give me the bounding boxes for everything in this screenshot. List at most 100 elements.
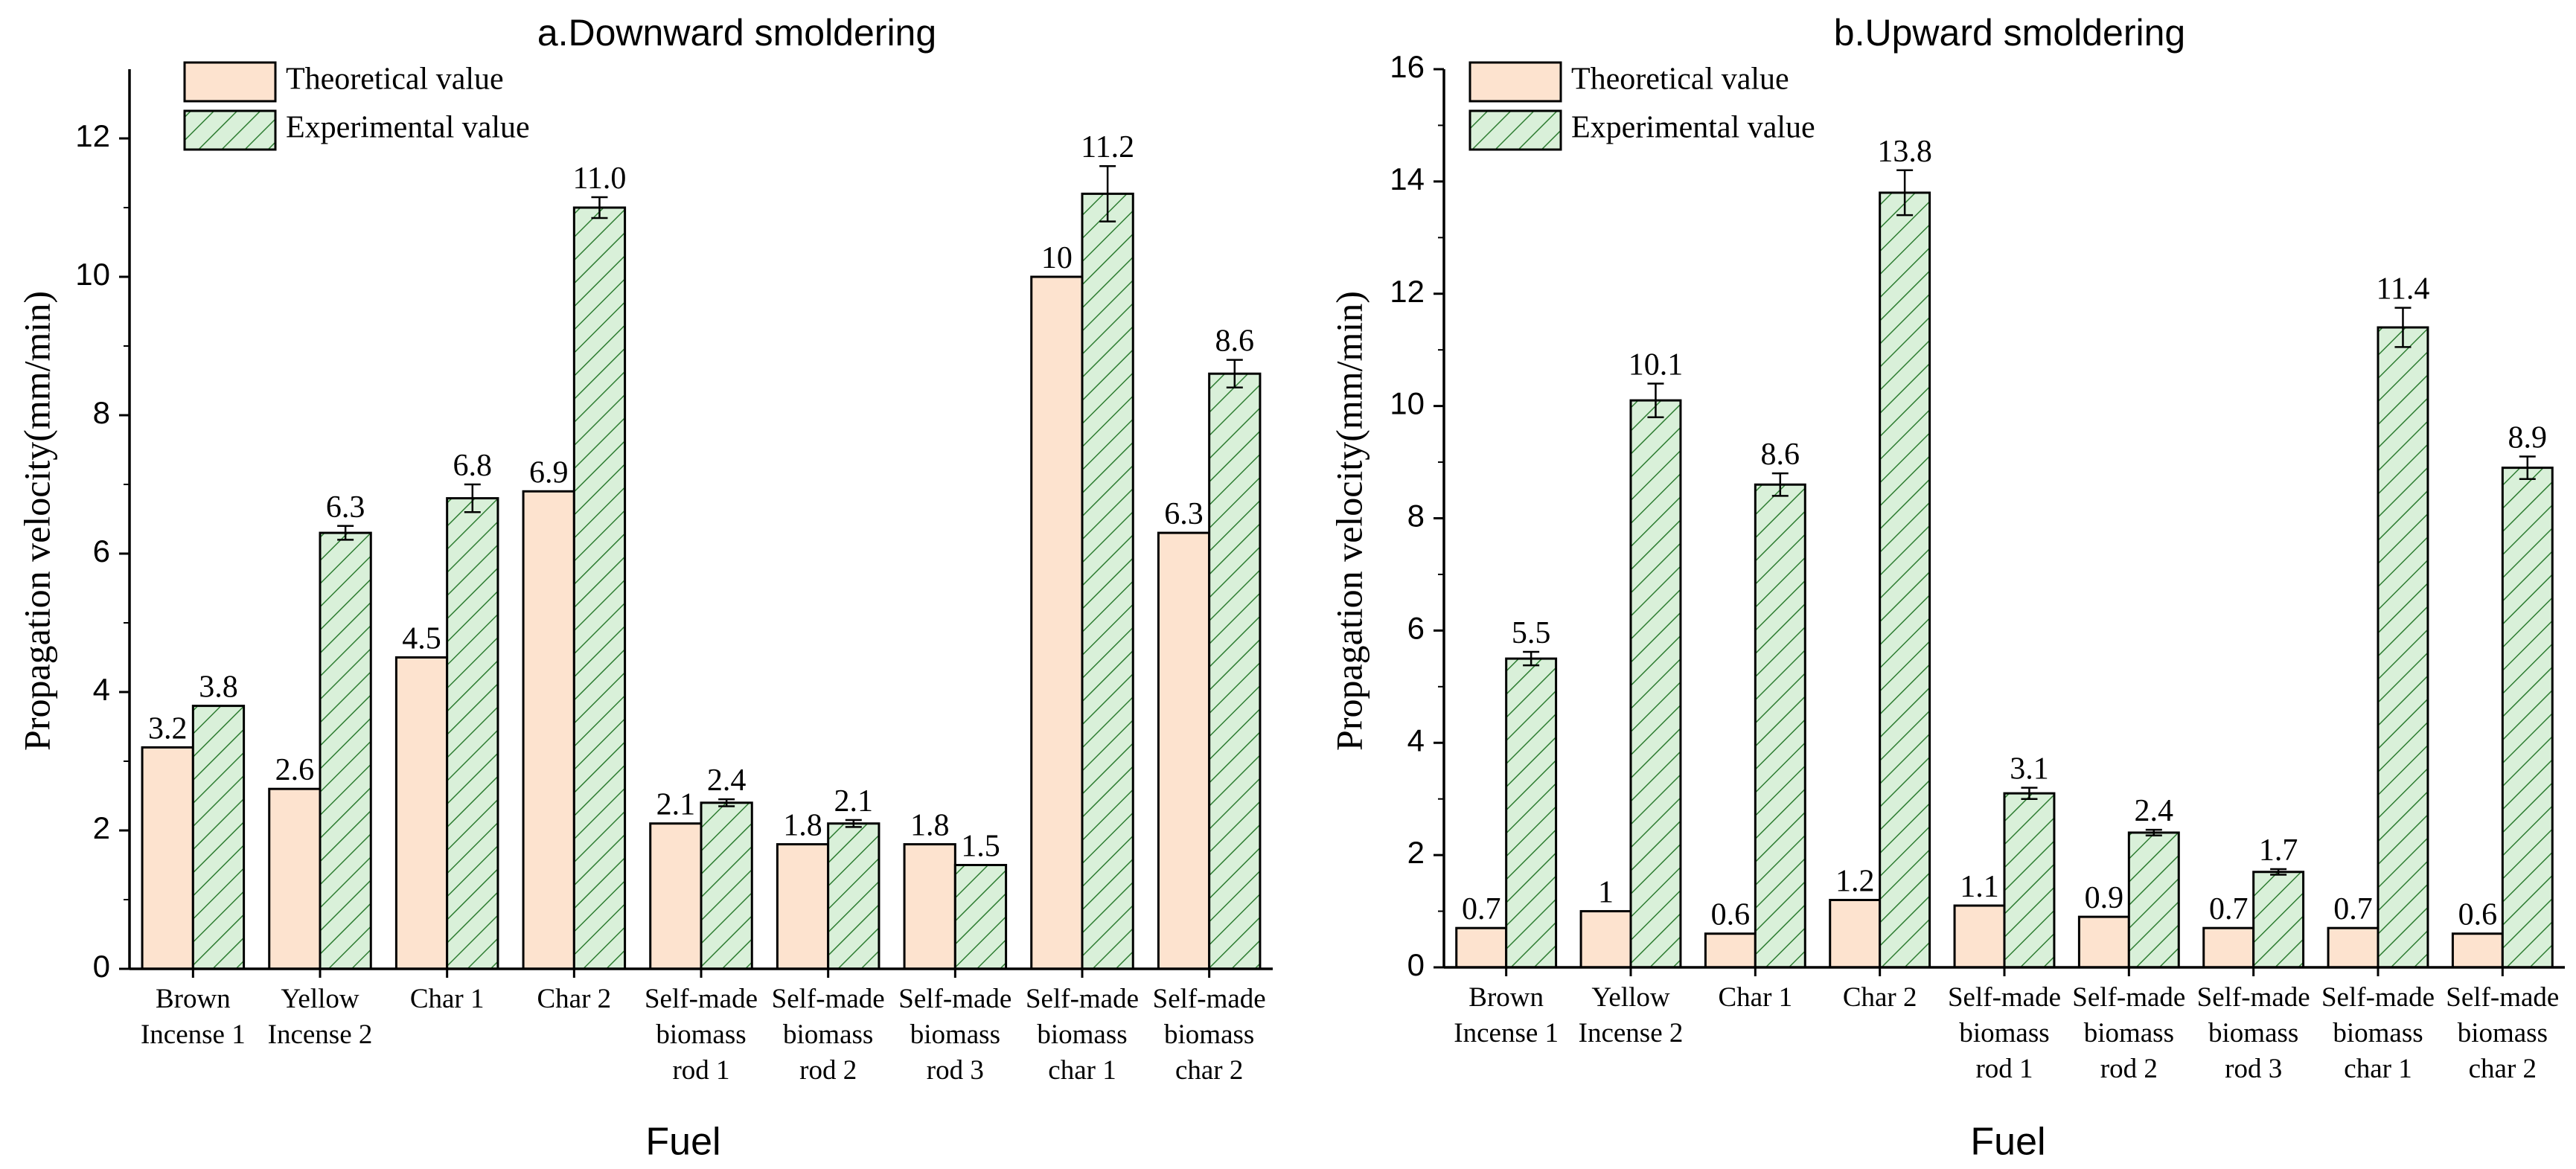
chart-b-x-tick-label: Self-made [2446, 982, 2559, 1013]
chart-b-data-label: 0.7 [2209, 892, 2249, 926]
chart-b-bar-experimental [2003, 792, 2056, 969]
chart-a-data-label: 1.8 [783, 809, 822, 843]
chart-b-bar-theoretical [2451, 932, 2504, 969]
chart-a-bar-theoretical [649, 822, 703, 970]
chart-b-y-axis-label: Propagation velocity(mm/min) [1328, 291, 1370, 751]
chart-b-bar-theoretical [1579, 910, 1632, 969]
chart-b-x-tick-label: Self-made [2197, 982, 2310, 1013]
chart-b-legend-swatch-theoretical [1468, 61, 1562, 103]
chart-a-x-tick-label: rod 2 [799, 1055, 857, 1086]
chart-b-y-tick-label: 12 [1390, 274, 1425, 309]
chart-a-legend: Theoretical value Experimental value [183, 61, 530, 151]
chart-a-y-tick-label: 10 [75, 257, 110, 292]
chart-b-category-group: 1.2 13.8 Char 2 [1829, 135, 1932, 1013]
chart-b-bar-experimental [2377, 326, 2429, 969]
chart-b-x-tick-label: biomass [2458, 1018, 2548, 1048]
chart-b-category-group: 0.6 8.9 Self-made biomass char 2 [2446, 421, 2559, 1084]
chart-b-x-tick-label: biomass [2333, 1018, 2423, 1048]
chart-a-x-axis-label: Fuel [645, 1121, 720, 1164]
chart-b-data-label: 0.6 [1711, 898, 1751, 932]
chart-b-category-group: 0.6 8.6 Char 1 [1704, 438, 1806, 1013]
chart-a-y-tick-label: 0 [93, 949, 110, 984]
chart-a-y-tick-label: 2 [93, 810, 110, 845]
chart-a-x-tick-label: Yellow [281, 984, 359, 1014]
chart-a-x-tick-label: rod 1 [672, 1055, 729, 1086]
chart-b-data-label: 1 [1598, 876, 1614, 910]
chart-b-data-label: 0.9 [2085, 881, 2124, 915]
chart-a-x-tick-label: Incense 2 [268, 1019, 373, 1050]
chart-a-legend-swatch-experimental [183, 109, 277, 151]
chart-a-bar-experimental [572, 206, 627, 970]
chart-b-x-tick-label: Char 1 [1718, 982, 1792, 1013]
chart-b-bar-experimental [1629, 399, 1682, 969]
chart-a-x-tick-label: Brown [156, 984, 231, 1014]
chart-a-bar-theoretical [394, 656, 449, 970]
chart-a-x-tick-label: biomass [1164, 1019, 1254, 1050]
chart-b-x-tick-label: Self-made [2072, 982, 2185, 1013]
chart-b-x-tick-label: biomass [1959, 1018, 2049, 1048]
chart-a-bar-experimental [1208, 372, 1262, 970]
chart-b-bar-experimental [2501, 467, 2554, 969]
chart-b-bar-experimental [2252, 871, 2305, 969]
chart-a-data-label: 11.0 [572, 161, 626, 196]
chart-a-x-tick-label: Self-made [1153, 984, 1266, 1014]
chart-a-category-group: 1.8 1.5 Self-made biomass rod 3 [898, 809, 1011, 1086]
chart-b-bar-theoretical [1704, 932, 1757, 969]
chart-a-bar-experimental [953, 864, 1008, 970]
chart-a-category-group: 3.2 3.8 Brown Incense 1 [141, 670, 246, 1050]
chart-a-x-tick-label: Self-made [898, 984, 1011, 1014]
chart-b-data-label: 2.4 [2135, 794, 2174, 828]
chart-a-y-tick-label: 6 [93, 534, 110, 569]
chart-a-bar-theoretical [776, 843, 830, 970]
chart-b-x-tick-label: Self-made [2321, 982, 2435, 1013]
chart-a-data-label: 11.2 [1081, 130, 1134, 164]
chart-b-legend: Theoretical value Experimental value [1468, 61, 1815, 151]
chart-b-data-label: 8.6 [1761, 438, 1800, 472]
chart-a-bar-experimental [191, 705, 246, 970]
chart-a-x-tick-label: Incense 1 [141, 1019, 246, 1050]
chart-a-data-label: 6.9 [529, 455, 569, 490]
chart-b-legend-label-experimental: Experimental value [1571, 111, 1815, 145]
chart-b-category-group: 0.7 5.5 Brown Incense 1 [1454, 616, 1559, 1048]
chart-upward-smoldering: b.Upward smoldering Propagation velocity(… [1328, 12, 2565, 1164]
chart-b-bar-theoretical [1455, 926, 1508, 969]
chart-b-title: b.Upward smoldering [1834, 12, 2185, 54]
chart-a-data-label: 2.6 [275, 753, 315, 787]
chart-b-y-tick-label: 2 [1407, 835, 1425, 870]
chart-b-x-tick-label: biomass [2208, 1018, 2298, 1048]
chart-b-category-group: 0.7 1.7 Self-made biomass rod 3 [2197, 833, 2310, 1084]
chart-a-data-label: 6.8 [453, 449, 493, 483]
chart-a-bar-experimental [827, 822, 880, 970]
chart-b-data-label: 10.1 [1629, 348, 1684, 382]
chart-b-x-tick-label: Self-made [1948, 982, 2061, 1013]
chart-a-y-tick-label: 4 [93, 672, 110, 707]
chart-a-legend-label-experimental: Experimental value [286, 111, 530, 145]
chart-b-x-tick-label: rod 3 [2225, 1054, 2282, 1084]
chart-a-y-axis-label: Propagation velocity(mm/min) [16, 291, 57, 751]
chart-a-x-tick-label: biomass [1037, 1019, 1127, 1050]
chart-a-x-tick-label: Self-made [1026, 984, 1139, 1014]
chart-a-data-label: 6.3 [1164, 497, 1204, 531]
chart-b-x-axis-label: Fuel [1970, 1121, 2045, 1164]
chart-a-legend-label-theoretical: Theoretical value [286, 63, 504, 97]
chart-a-bar-theoretical [141, 746, 194, 970]
chart-b-x-tick-label: Brown [1468, 982, 1544, 1013]
chart-b-y-tick-label: 4 [1407, 723, 1425, 758]
chart-b-y-tick-label: 14 [1390, 161, 1425, 196]
chart-b-y-tick-label: 6 [1407, 610, 1425, 645]
chart-a-y-tick-label: 12 [75, 118, 110, 153]
chart-b-category-group: 1 10.1 Yellow Incense 2 [1579, 348, 1684, 1048]
chart-b-x-tick-label: Char 2 [1843, 982, 1917, 1013]
chart-b-category-group: 0.9 2.4 Self-made biomass rod 2 [2072, 794, 2185, 1084]
chart-a-x-tick-label: rod 3 [927, 1055, 984, 1086]
chart-a-x-tick-label: biomass [910, 1019, 1000, 1050]
chart-a-data-label: 2.4 [707, 763, 747, 798]
chart-b-y-tick-label: 16 [1390, 49, 1425, 84]
chart-b-legend-label-theoretical: Theoretical value [1571, 63, 1789, 97]
chart-b-bar-theoretical [2077, 915, 2130, 969]
chart-b-x-tick-label: Incense 2 [1579, 1018, 1684, 1048]
chart-downward-smoldering: a.Downward smoldering Propagation velocit… [16, 12, 1273, 1164]
chart-b-x-tick-label: char 1 [2344, 1054, 2412, 1084]
chart-a-bar-experimental [1081, 192, 1134, 970]
